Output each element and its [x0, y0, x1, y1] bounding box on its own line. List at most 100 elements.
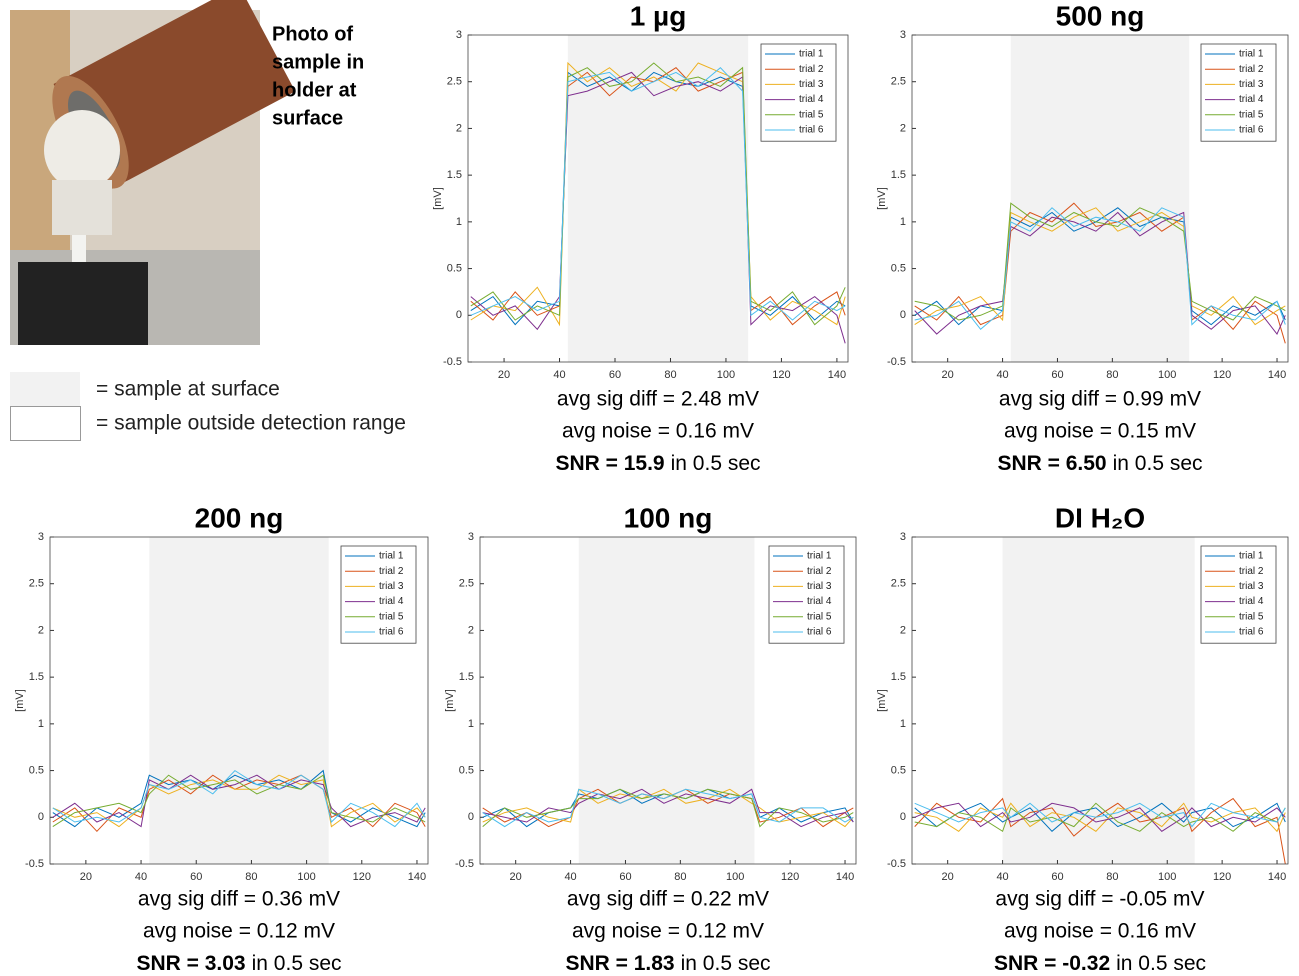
- snr-duration: in 0.5 sec: [671, 452, 761, 475]
- x-tick-label: 140: [1268, 369, 1286, 381]
- legend-box: [1200, 43, 1277, 142]
- y-tick-label: -0.5: [887, 858, 906, 870]
- trial-line: [52, 774, 426, 833]
- x-tick-label: 60: [619, 871, 631, 883]
- shading-key: = sample at surface = sample outside det…: [10, 372, 406, 441]
- chart: 200 ng -0.5 0 0.5 1 1.5 2 2.5 3 20 40 60 80 100 120 140…: [14, 502, 429, 975]
- trial-line: [482, 788, 854, 828]
- legend-label: trial 4: [379, 596, 404, 607]
- y-tick-label: 1.5: [29, 671, 44, 683]
- y-tick-label: 0.5: [891, 764, 906, 776]
- y-tick-label: 2: [900, 122, 906, 134]
- legend-box: [768, 545, 845, 644]
- x-tick-label: 100: [717, 369, 735, 381]
- x-tick-label: 140: [408, 871, 426, 883]
- y-tick-label: 0: [900, 811, 906, 823]
- trial-line: [470, 67, 846, 321]
- key-swatch-outside: [10, 406, 81, 441]
- trial-line: [914, 802, 1286, 832]
- legend: trial 1 trial 2 trial 3 trial 4 trial 5 trial…: [1200, 43, 1277, 142]
- snr-line: SNR = 15.9 in 0.5 sec: [555, 452, 760, 475]
- y-tick-label: 2.5: [891, 76, 906, 88]
- chart-title: DI H₂O: [1055, 502, 1145, 533]
- legend-label: trial 5: [799, 109, 824, 120]
- x-tick-label: 40: [996, 369, 1008, 381]
- y-tick-label: 2.5: [891, 578, 906, 590]
- legend-label: trial 4: [807, 596, 832, 607]
- chart-title: 200 ng: [195, 502, 284, 533]
- legend-label: trial 1: [379, 551, 404, 562]
- photo-base: [18, 262, 148, 345]
- trial-line: [52, 769, 426, 828]
- y-tick-label: 3: [900, 531, 906, 543]
- shaded-region: [1010, 35, 1190, 362]
- x-tick-label: 140: [836, 871, 854, 883]
- legend-label: trial 2: [799, 64, 824, 75]
- legend-label: trial 1: [807, 551, 832, 562]
- snr-duration: in 0.5 sec: [252, 952, 342, 975]
- snr-line: SNR = 6.50 in 0.5 sec: [997, 452, 1202, 475]
- y-tick-label: 3: [38, 531, 44, 543]
- axes-frame: [467, 34, 849, 363]
- y-tick-label: 1.5: [459, 671, 474, 683]
- photo-caption: Photo of sample in holder at surface: [272, 23, 364, 129]
- trial-line: [914, 207, 1286, 331]
- legend-label: trial 5: [1239, 109, 1264, 120]
- snr-duration: in 0.5 sec: [1113, 452, 1203, 475]
- legend-label: trial 6: [807, 627, 832, 638]
- legend-label: trial 3: [1239, 79, 1264, 90]
- legend-label: trial 6: [1239, 125, 1264, 136]
- x-tick-label: 80: [674, 871, 686, 883]
- y-tick-label: 1: [456, 216, 462, 228]
- x-tick-label: 60: [190, 871, 202, 883]
- photo: [10, 0, 296, 345]
- y-tick-label: 1: [900, 718, 906, 730]
- legend-label: trial 6: [1239, 627, 1264, 638]
- chart-title: 500 ng: [1056, 0, 1145, 31]
- caption-line: Photo of: [272, 23, 353, 45]
- y-tick-label: 0: [900, 309, 906, 321]
- stat-line: avg sig diff = 0.22 mV: [567, 888, 769, 911]
- stat-line: avg noise = 0.16 mV: [562, 420, 754, 443]
- snr-line: SNR = 1.83 in 0.5 sec: [565, 952, 770, 975]
- x-tick-label: 120: [353, 871, 371, 883]
- x-tick-label: 120: [1213, 369, 1231, 381]
- y-tick-label: 0.5: [29, 764, 44, 776]
- legend-label: trial 3: [1239, 581, 1264, 592]
- x-tick-label: 80: [245, 871, 257, 883]
- x-tick-label: 80: [664, 369, 676, 381]
- stat-line: avg sig diff = 0.99 mV: [999, 388, 1201, 411]
- trial-line: [482, 788, 854, 828]
- y-tick-label: 2: [456, 122, 462, 134]
- chart: 1 µg -0.5 0 0.5 1 1.5 2 2.5 3 20 40 60 80 100 120 140 [m…: [432, 0, 849, 475]
- stat-line: avg noise = 0.12 mV: [143, 920, 335, 943]
- trial-line: [914, 802, 1286, 828]
- trial-line: [914, 802, 1286, 833]
- y-axis-label: [mV]: [876, 187, 888, 210]
- legend-label: trial 1: [1239, 551, 1264, 562]
- legend: trial 1 trial 2 trial 3 trial 4 trial 5 trial…: [768, 545, 845, 644]
- x-tick-label: 120: [1213, 871, 1231, 883]
- y-tick-label: 2: [468, 624, 474, 636]
- snr-line: SNR = -0.32 in 0.5 sec: [994, 952, 1206, 975]
- axes-frame: [479, 536, 857, 865]
- legend-label: trial 5: [379, 611, 404, 622]
- trial-line: [470, 67, 846, 326]
- trial-line: [914, 207, 1286, 326]
- legend: trial 1 trial 2 trial 3 trial 4 trial 5 trial…: [1200, 545, 1277, 644]
- legend-label: trial 3: [807, 581, 832, 592]
- snr-value: SNR = 6.50: [997, 452, 1106, 475]
- snr-value: SNR = 3.03: [136, 952, 245, 975]
- y-tick-label: 1.5: [891, 671, 906, 683]
- trial-line: [914, 802, 1286, 832]
- x-tick-label: 20: [510, 871, 522, 883]
- x-tick-label: 40: [135, 871, 147, 883]
- y-tick-label: 3: [900, 29, 906, 41]
- snr-duration: in 0.5 sec: [681, 952, 771, 975]
- x-tick-label: 140: [828, 369, 846, 381]
- x-tick-label: 20: [80, 871, 92, 883]
- trial-line: [52, 774, 426, 828]
- y-tick-label: -0.5: [25, 858, 44, 870]
- legend-label: trial 2: [1239, 64, 1264, 75]
- photo-stem: [72, 235, 86, 270]
